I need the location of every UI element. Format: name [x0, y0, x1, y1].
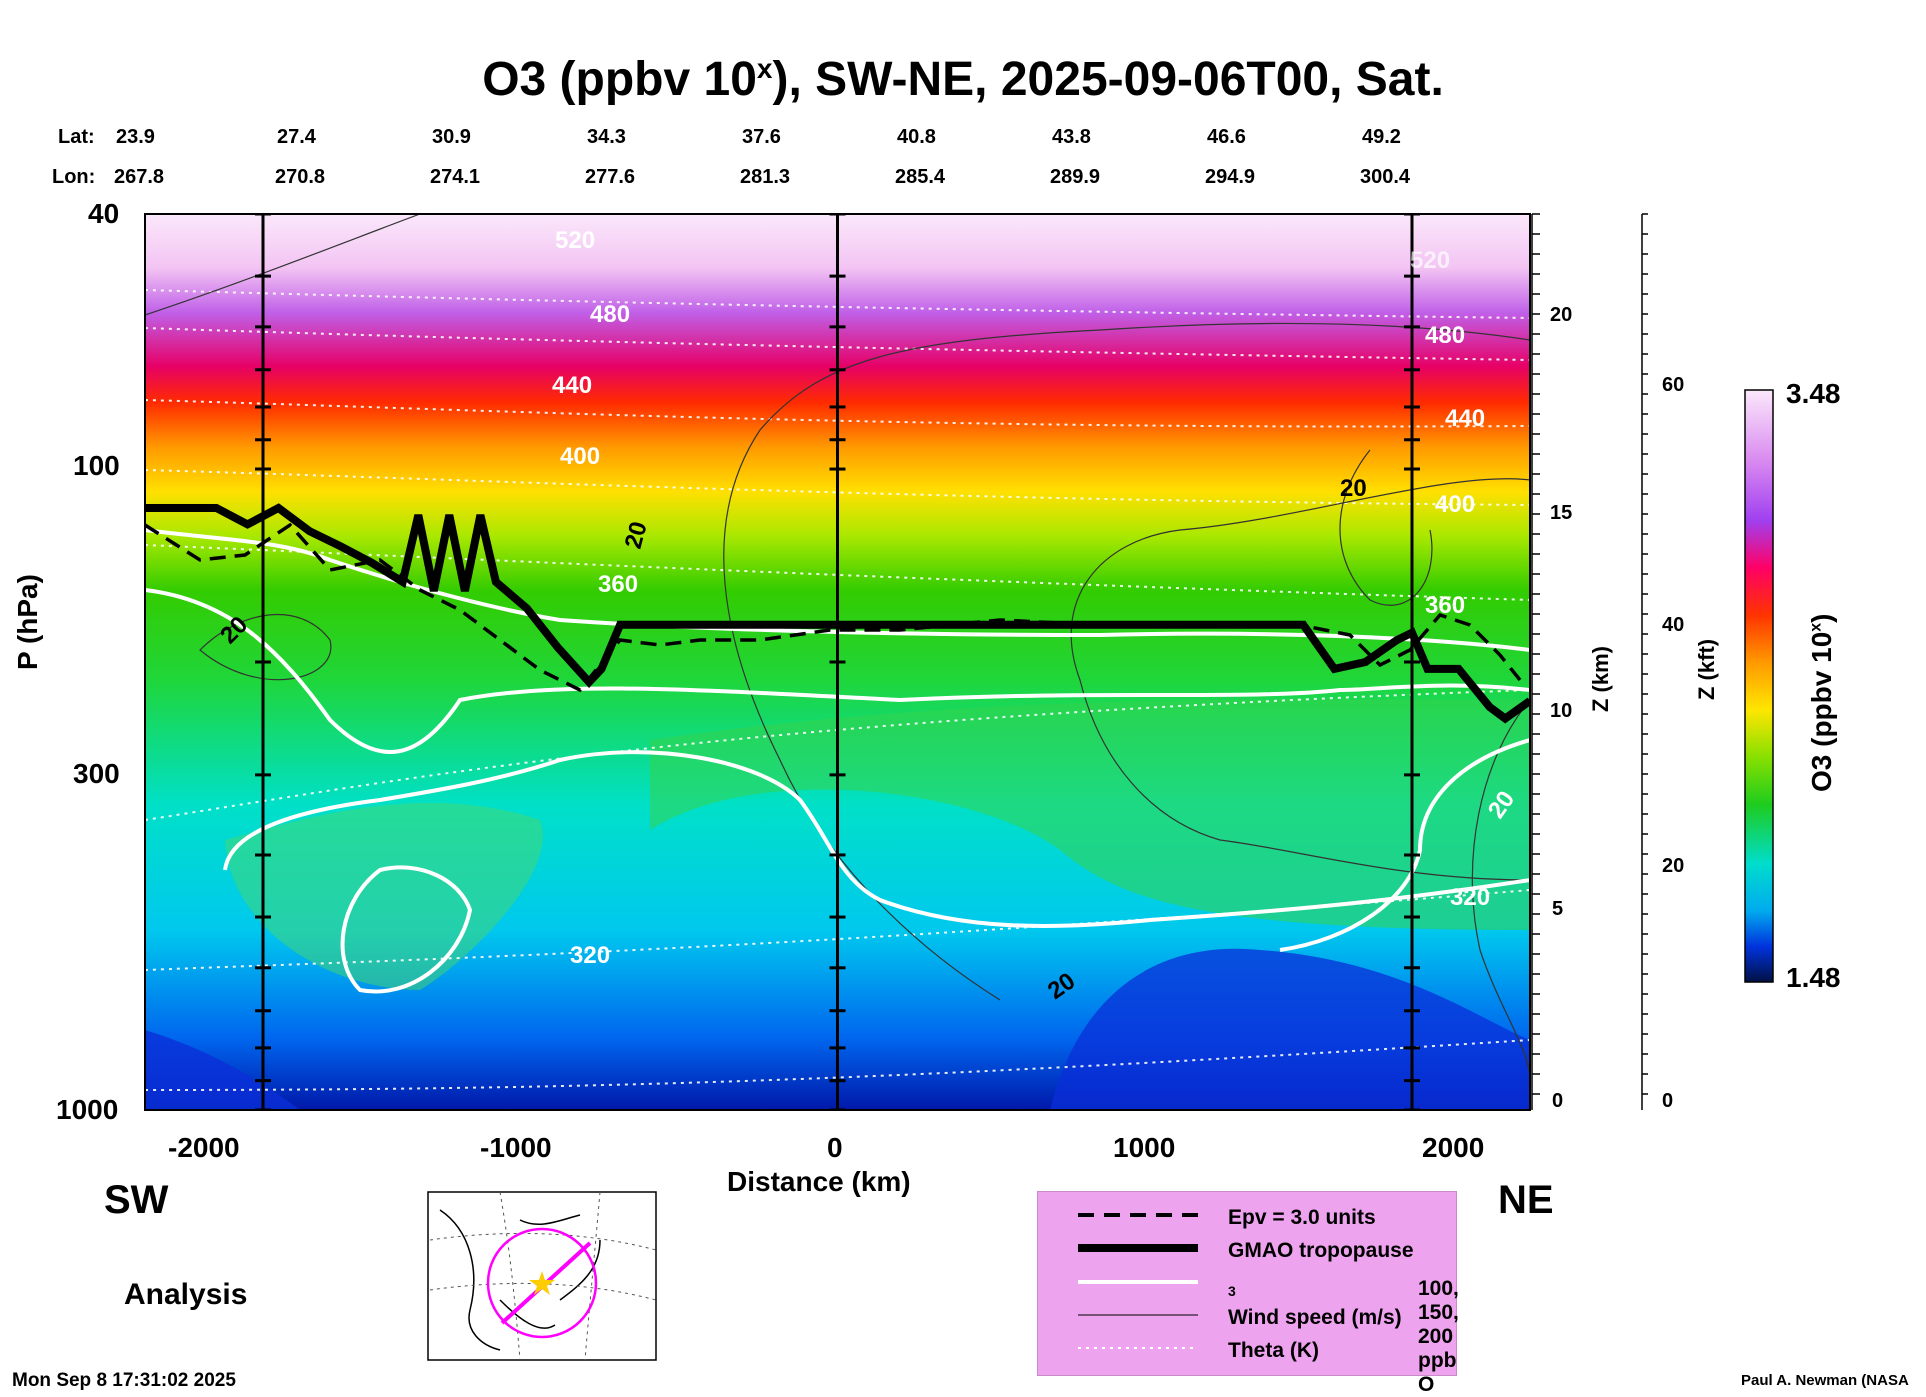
- gmao-tropopause-line: [145, 503, 1530, 724]
- x-tick: -2000: [168, 1132, 240, 1163]
- lon-value: 300.4: [1360, 166, 1411, 188]
- ozone-rich-region: [650, 699, 1530, 930]
- ozone-rich-region-west: [225, 802, 543, 990]
- wind-label: 20: [1340, 475, 1367, 502]
- epv-line: [145, 522, 1522, 693]
- z-kft-tick: 60: [1662, 374, 1685, 396]
- p-tick: 100: [73, 450, 120, 481]
- right-axis-ticks: [1532, 213, 1648, 1095]
- z-kft-label: Z (kft): [1694, 638, 1719, 700]
- contour-labels: 520 480 440 400 360 320 480 440 400 360 …: [552, 227, 1490, 969]
- lon-value: 281.3: [740, 166, 791, 188]
- analysis-label: Analysis: [124, 1278, 248, 1311]
- z-km-tick: 5: [1552, 898, 1564, 920]
- lat-label: Lat:: [58, 126, 95, 148]
- lon-value: 285.4: [895, 166, 946, 188]
- theta-label: 400: [1435, 491, 1475, 518]
- p-axis-label: P (hPa): [12, 574, 43, 670]
- lat-value: 43.8: [1052, 126, 1091, 148]
- x-tick: 1000: [1113, 1132, 1176, 1163]
- p-tick: 300: [73, 758, 120, 789]
- legend-epv-text: Epv = 3.0 units: [1228, 1206, 1376, 1229]
- x-tick: 0: [827, 1132, 843, 1163]
- z-km-tick: 10: [1550, 700, 1573, 722]
- x-axis-label: Distance (km): [727, 1166, 911, 1197]
- lat-value: 37.6: [742, 126, 781, 148]
- profile-lines: [255, 214, 1420, 1110]
- legend-ozone-main: 100, 150, 200 ppb O: [1418, 1277, 1459, 1396]
- lon-value: 267.8: [114, 166, 165, 188]
- lon-value: 277.6: [585, 166, 636, 188]
- domain-circle: [486, 1227, 598, 1339]
- z-kft-tick: 0: [1662, 1090, 1674, 1112]
- chart-title: O3 (ppbv 10x), SW-NE, 2025-09-06T00, Sat…: [0, 52, 1926, 107]
- title-superscript: x: [756, 53, 773, 84]
- legend-ozone: 100, 150, 200 ppb O 3: [1038, 1269, 1459, 1396]
- credit: Paul A. Newman (NASA: [1741, 1372, 1909, 1389]
- lon-value: 289.9: [1050, 166, 1101, 188]
- timestamp: Mon Sep 8 17:31:02 2025: [12, 1370, 236, 1391]
- legend: Epv = 3.0 units GMAO tropopause 100, 150…: [1037, 1191, 1459, 1396]
- colorbar[interactable]: [1744, 389, 1774, 983]
- legend-theta-text: Theta (K): [1228, 1339, 1319, 1362]
- p-tick: 1000: [56, 1094, 119, 1125]
- center-star-icon: [529, 1271, 555, 1295]
- lon-value: 270.8: [275, 166, 326, 188]
- theta-label: 400: [560, 443, 600, 470]
- colorbar-label-end: ): [1806, 613, 1837, 623]
- plot-frame: [144, 213, 1531, 1111]
- x-tick: 2000: [1422, 1132, 1485, 1163]
- title-text-rest: ), SW-NE, 2025-09-06T00, Sat.: [772, 53, 1444, 106]
- theta-label: 520: [1410, 247, 1450, 274]
- legend-tropopause: GMAO tropopause: [1038, 1235, 1456, 1265]
- lat-value: 30.9: [432, 126, 471, 148]
- legend-wind-text: Wind speed (m/s): [1228, 1306, 1402, 1329]
- theta-label: 360: [598, 571, 638, 598]
- ozone-poor-region-west: [145, 1030, 300, 1110]
- lon-value: 294.9: [1205, 166, 1256, 188]
- theta-label: 360: [1425, 592, 1465, 619]
- colorbar-label: O3 (ppbv 10x): [1806, 614, 1838, 793]
- x-tick: -1000: [480, 1132, 552, 1163]
- theta-label: 320: [1450, 884, 1490, 911]
- sw-label: SW: [104, 1178, 169, 1222]
- theta-label: 480: [1425, 322, 1465, 349]
- lat-value: 27.4: [277, 126, 316, 148]
- lon-label: Lon:: [52, 166, 96, 188]
- lat-value: 46.6: [1207, 126, 1246, 148]
- p-tick: 40: [88, 198, 120, 229]
- colorbar-min: 1.48: [1786, 962, 1841, 993]
- z-km-tick: 0: [1552, 1090, 1564, 1112]
- z-kft-tick: 40: [1662, 614, 1685, 636]
- theta-label: 520: [555, 227, 595, 254]
- theta-label: 480: [590, 301, 630, 328]
- z-km-label: Z (km): [1588, 646, 1613, 712]
- z-km-tick: 15: [1550, 502, 1573, 524]
- z-kft-tick: 20: [1662, 855, 1685, 877]
- ne-label: NE: [1498, 1178, 1554, 1222]
- title-text: O3 (ppbv 10: [482, 53, 757, 106]
- legend-ozone-sub: 3: [1228, 1283, 1236, 1300]
- colorbar-label-sup: x: [1807, 622, 1825, 632]
- legend-theta: Theta (K): [1038, 1335, 1456, 1365]
- legend-trop-text: GMAO tropopause: [1228, 1239, 1414, 1262]
- theta-label: 440: [1445, 405, 1485, 432]
- theta-label: 440: [552, 372, 592, 399]
- z-km-tick: 20: [1550, 304, 1573, 326]
- ozone-poor-region: [1050, 948, 1530, 1110]
- lat-value: 49.2: [1362, 126, 1401, 148]
- lat-value: 23.9: [116, 126, 155, 148]
- legend-epv: Epv = 3.0 units: [1038, 1202, 1456, 1232]
- colorbar-label-text: O3 (ppbv 10: [1806, 631, 1837, 792]
- lon-value: 274.1: [430, 166, 481, 188]
- location-map: [427, 1191, 657, 1361]
- legend-ozone-text: 100, 150, 200 ppb O 3: [1228, 1273, 1459, 1396]
- lat-value: 34.3: [587, 126, 626, 148]
- theta-label: 320: [570, 942, 610, 969]
- colorbar-max: 3.48: [1786, 378, 1841, 409]
- legend-wind: Wind speed (m/s): [1038, 1302, 1456, 1332]
- lat-value: 40.8: [897, 126, 936, 148]
